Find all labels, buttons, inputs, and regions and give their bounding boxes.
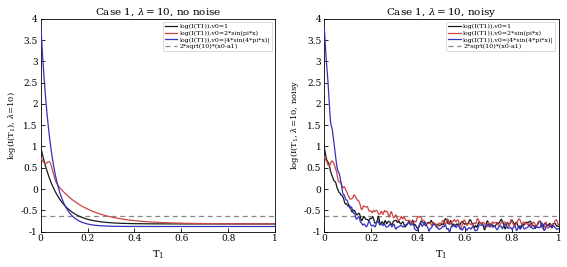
Legend: log(I(T1)),v0=1, log(I(T1)),v0=2*sin(pi*x), log(I(T1)),v0=|4*sin(4*pi*x)|, 2*sqr: log(I(T1)),v0=1, log(I(T1)),v0=2*sin(pi*…	[163, 22, 272, 51]
Title: Case 1, $\lambda = 10$, noisy: Case 1, $\lambda = 10$, noisy	[386, 6, 497, 18]
Y-axis label: log(I(T$_1$, $\lambda$=10, noisy: log(I(T$_1$, $\lambda$=10, noisy	[289, 80, 301, 170]
Y-axis label: log(I(T$_1$), $\lambda$=10): log(I(T$_1$), $\lambda$=10)	[6, 91, 18, 159]
X-axis label: T$_1$: T$_1$	[152, 249, 164, 261]
X-axis label: T$_1$: T$_1$	[435, 249, 447, 261]
Legend: log(I(T1)),v0=1, log(I(T1)),v0=2*sin(pi*x), log(I(T1)),v0=|4*sin(4*pi*x)|, 2*sqr: log(I(T1)),v0=1, log(I(T1)),v0=2*sin(pi*…	[446, 22, 556, 51]
Title: Case 1, $\lambda = 10$, no noise: Case 1, $\lambda = 10$, no noise	[95, 6, 221, 18]
